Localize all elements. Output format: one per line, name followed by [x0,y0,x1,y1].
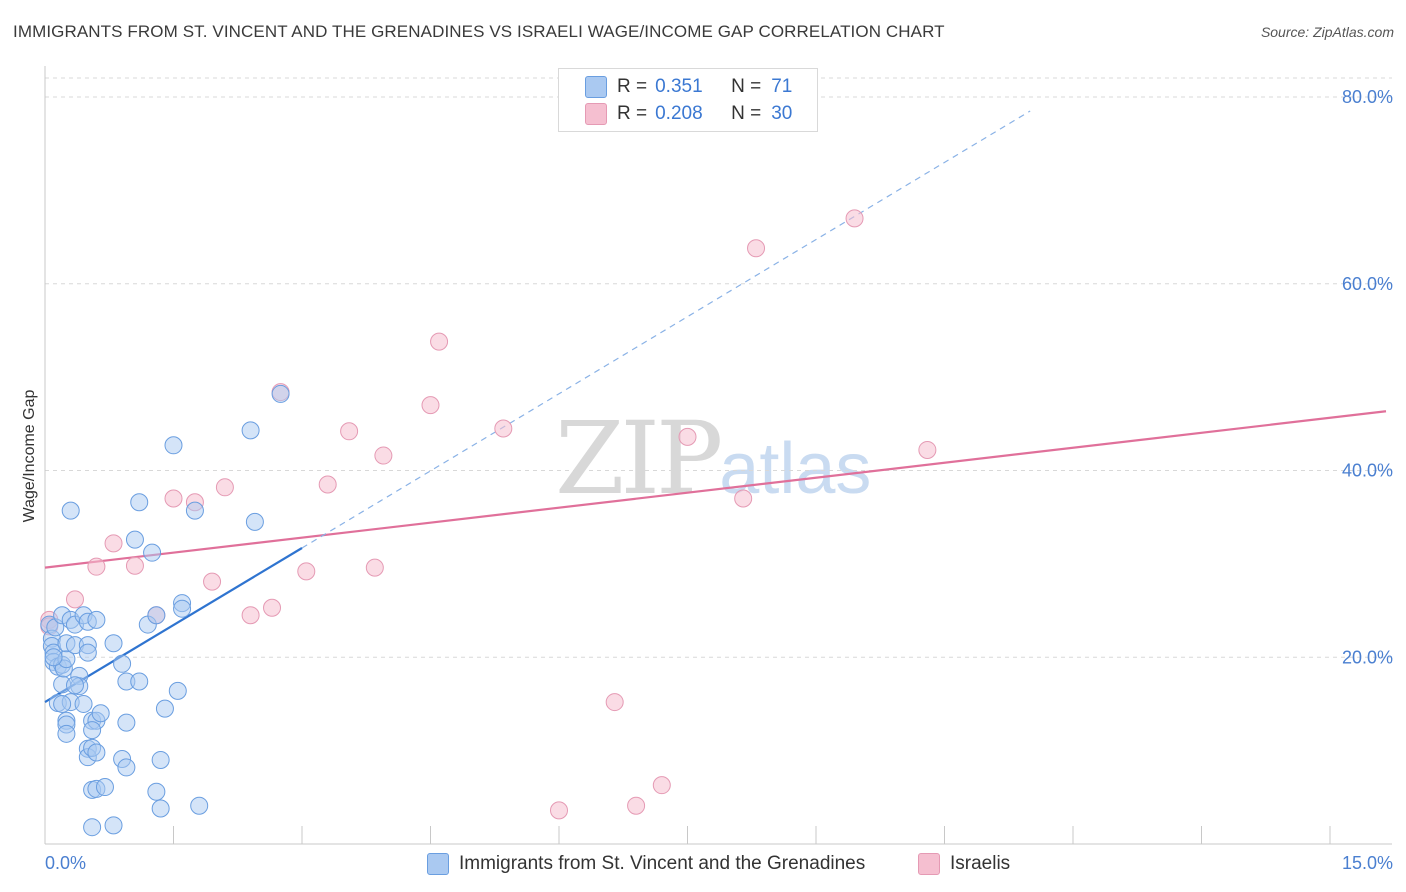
immigrants-point [57,724,76,743]
immigrants-point [104,816,123,835]
legend-r-label: R = [617,76,648,97]
immigrants-point [164,436,183,455]
immigrants-point [168,681,187,700]
immigrants-point [130,493,149,512]
immigrants-point [185,501,204,520]
israelis-point [374,446,393,465]
immigrants-point [65,676,84,695]
legend-r-value: 0.351 [655,76,703,97]
israelis-point [104,534,123,553]
legend-row-israelis: R = 0.208 N = 30 [585,102,792,126]
immigrants-trend-extension [301,110,1031,549]
source-label: Source: ZipAtlas.com [1260,24,1394,40]
israelis-point [164,489,183,508]
gridlines [45,77,1392,658]
immigrants-point [95,778,114,797]
immigrants-point [271,384,290,403]
israelis-point [365,558,384,577]
israelis-point [627,796,646,815]
israelis-point [605,693,624,712]
immigrants-point [151,750,170,769]
israelis-trend-line [44,410,1387,569]
bottom-legend-israelis: Israelis [918,852,1010,876]
immigrants-point [61,501,80,520]
legend-swatch-pink [585,103,607,125]
axes [44,66,1392,845]
immigrants-point [241,421,260,440]
y-tick-label: 80.0% [1342,87,1393,107]
legend-n-value: 71 [771,76,793,97]
bottom-legend-immigrants: Immigrants from St. Vincent and the Gren… [427,852,865,876]
immigrants-point [78,643,97,662]
israelis-point [734,489,753,508]
y-tick-label: 60.0% [1342,274,1393,294]
israelis-point [747,239,766,258]
x-tick-label: 0.0% [45,853,86,873]
y-tick-label: 20.0% [1342,647,1393,667]
immigrants-point [173,599,192,618]
israelis-point [65,590,84,609]
immigrants-point [143,543,162,562]
immigrants-point [91,704,110,723]
bottom-legend-label-immigrants: Immigrants from St. Vincent and the Gren… [459,853,866,874]
immigrants-point [83,818,102,837]
immigrants-point [155,699,174,718]
immigrants-point [74,694,93,713]
israelis-point [241,606,260,625]
legend-n-label: N = [731,76,762,97]
immigrants-point [104,634,123,653]
legend-n-label: N = [731,103,762,124]
israelis-point [430,332,449,351]
immigrants-point [44,648,63,667]
bottom-legend-swatch-pink [918,853,940,875]
israelis-point [340,422,359,441]
immigrants-point [87,610,106,629]
immigrants-point [130,672,149,691]
immigrants-point [151,799,170,818]
legend-r-label: R = [617,103,648,124]
immigrants-point [83,721,102,740]
immigrants-point [147,782,166,801]
israelis-point [652,776,671,795]
legend-n-value: 30 [771,103,793,124]
legend-r-value: 0.208 [655,103,703,124]
israelis-point [918,440,937,459]
bottom-legend-label-israelis: Israelis [950,853,1011,874]
israelis-point [318,475,337,494]
legend-swatch-blue [585,76,607,98]
immigrants-point [53,694,72,713]
israelis-point [494,419,513,438]
legend-row-immigrants: R = 0.351 N = 71 [585,75,792,99]
immigrants-point [113,654,132,673]
immigrants-point [117,713,136,732]
chart-title: IMMIGRANTS FROM ST. VINCENT AND THE GREN… [13,22,945,41]
y-tick-label: 40.0% [1342,461,1393,481]
israelis-point [215,478,234,497]
israelis-point [87,557,106,576]
immigrants-point [147,606,166,625]
israelis-point [845,209,864,228]
israelis-point [125,556,144,575]
immigrants-point [87,743,106,762]
immigrants-point [125,530,144,549]
correlation-legend: R = 0.351 N = 71 R = 0.208 N = 30 [558,68,818,132]
immigrants-points [40,384,290,837]
israelis-point [203,572,222,591]
tick-labels: 20.0% 40.0% 60.0% 80.0% 0.0% 15.0% [45,87,1393,873]
immigrants-point [190,796,209,815]
immigrants-point [245,512,264,531]
immigrants-point [117,758,136,777]
x-tick-label: 15.0% [1342,853,1393,873]
israelis-point [678,427,697,446]
israelis-point [297,562,316,581]
israelis-points [40,209,937,820]
bottom-legend-swatch-blue [427,853,449,875]
israelis-point [550,801,568,820]
israelis-point [263,598,282,617]
israelis-point [421,396,440,415]
